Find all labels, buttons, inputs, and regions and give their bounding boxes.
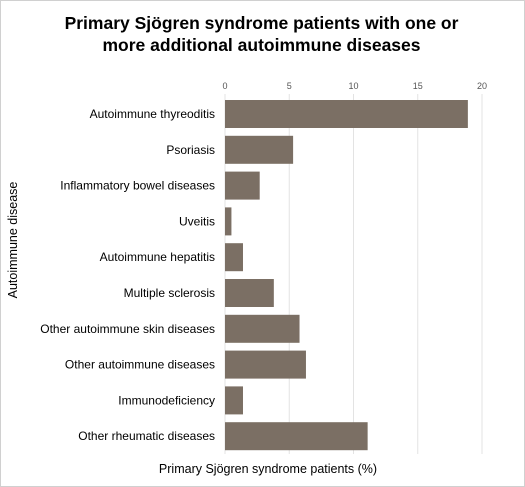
chart-title-line-2: more additional autoimmune diseases [102,35,421,55]
y-axis-title: Autoimmune disease [6,182,20,299]
category-label: Autoimmune hepatitis [100,250,215,264]
bar [225,422,368,451]
category-label: Other rheumatic diseases [78,429,215,443]
bar [225,350,306,379]
x-tick-label: 5 [287,81,292,91]
x-tick-label: 10 [348,81,358,91]
x-tick-label: 15 [413,81,423,91]
category-label: Multiple sclerosis [124,286,215,300]
x-axis-title: Primary Sjögren syndrome patients (%) [159,462,377,476]
bar [225,100,468,128]
x-tick-label: 0 [222,81,227,91]
chart-title-line-1: Primary Sjögren syndrome patients with o… [64,13,459,33]
bar [225,171,260,200]
x-tick-labels: 0 5 10 15 20 [222,81,487,91]
category-label: Psoriasis [166,143,215,157]
bar [225,243,243,272]
category-label: Other autoimmune diseases [65,358,215,372]
category-label: Autoimmune thyreoditis [90,107,215,121]
bar [225,314,300,343]
bar [225,207,232,236]
x-tick-label: 20 [477,81,487,91]
category-labels: Autoimmune thyreoditis Psoriasis Inflammat… [40,107,215,443]
category-label: Inflammatory bowel diseases [60,179,215,193]
category-label: Uveitis [179,214,215,228]
bar [225,135,294,164]
bars [225,100,468,451]
category-label: Immunodeficiency [118,393,215,407]
category-label: Other autoimmune skin diseases [40,322,215,336]
bar [225,279,274,307]
bar [225,386,243,415]
